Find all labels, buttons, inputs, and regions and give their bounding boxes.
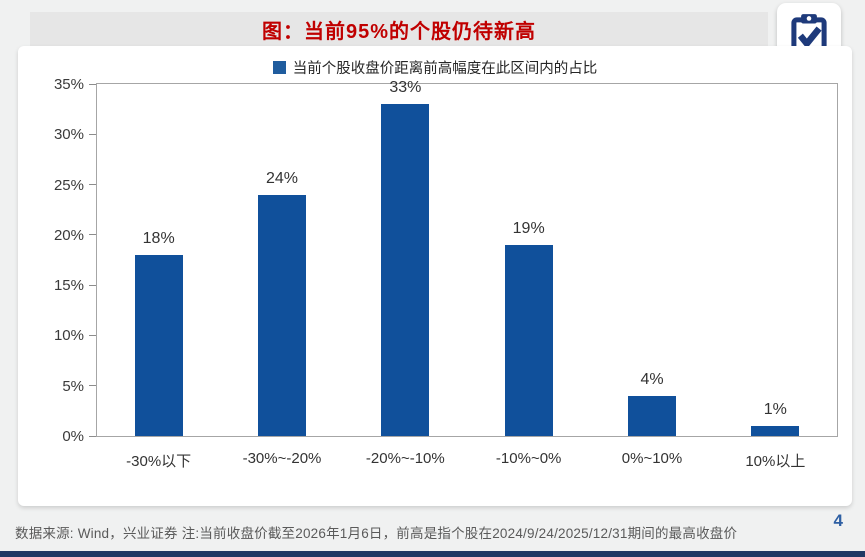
bar <box>628 395 676 436</box>
bottom-accent-bar <box>0 551 865 557</box>
source-note: 数据来源: Wind，兴业证券 注:当前收盘价截至2026年1月6日，前高是指个… <box>15 526 738 541</box>
bar-value-label: 18% <box>142 229 175 247</box>
x-axis-tick-label: -30%~-20% <box>242 450 322 467</box>
y-axis-tick <box>89 334 96 336</box>
bar-value-label: 33% <box>389 79 422 97</box>
x-axis-tick-label: -10%~0% <box>495 450 562 467</box>
y-axis-tick <box>89 435 96 437</box>
bar <box>381 104 430 436</box>
y-axis-tick-label: 0% <box>62 428 84 445</box>
chart-card: 当前个股收盘价距离前高幅度在此区间内的占比 35% 30% 25% 20% 15% 10%… <box>18 46 852 506</box>
bar-value-label: 24% <box>265 169 299 187</box>
y-axis-tick-label: 30% <box>53 126 84 144</box>
x-axis-tick-label: 10%以上 <box>745 453 806 470</box>
bar-value-label: 4% <box>640 370 664 388</box>
y-axis-tick <box>89 234 96 236</box>
y-axis-tick-label: 10% <box>53 327 84 345</box>
bar-value-label: 19% <box>512 219 545 237</box>
y-axis-tick <box>89 284 96 286</box>
y-axis-tick <box>89 83 96 85</box>
legend-swatch <box>272 61 286 74</box>
y-axis-tick-label: 15% <box>53 277 84 295</box>
bar <box>134 254 183 436</box>
y-axis-tick-label: 35% <box>53 76 84 93</box>
y-axis-tick-label: 20% <box>53 226 84 244</box>
y-axis-tick <box>89 184 96 186</box>
chart-legend: 当前个股收盘价距离前高幅度在此区间内的占比 <box>18 57 852 78</box>
x-axis-tick-label: -30%以下 <box>126 453 192 470</box>
legend-label: 当前个股收盘价距离前高幅度在此区间内的占比 <box>292 61 598 77</box>
x-axis-tick-label: -20%~-10% <box>365 450 445 467</box>
bar <box>504 244 553 436</box>
y-axis-tick-label: 25% <box>53 176 84 194</box>
header-band: 图：当前95%的个股仍待新高 <box>30 12 768 46</box>
y-axis-tick-label: 5% <box>62 377 84 395</box>
chart-title: 图：当前95%的个股仍待新高 <box>261 20 537 43</box>
y-axis-tick <box>89 133 96 135</box>
y-axis-tick <box>89 385 96 387</box>
plot-area: 35% 30% 25% 20% 15% 10% 5% 0% 18% -30%以下 24% -30%~-… <box>54 76 838 470</box>
bar-value-label: 1% <box>763 400 787 418</box>
bar <box>751 425 800 436</box>
page-number: 4 <box>833 511 843 530</box>
x-axis-tick-label: 0%~10% <box>621 450 683 467</box>
bar <box>258 194 306 436</box>
